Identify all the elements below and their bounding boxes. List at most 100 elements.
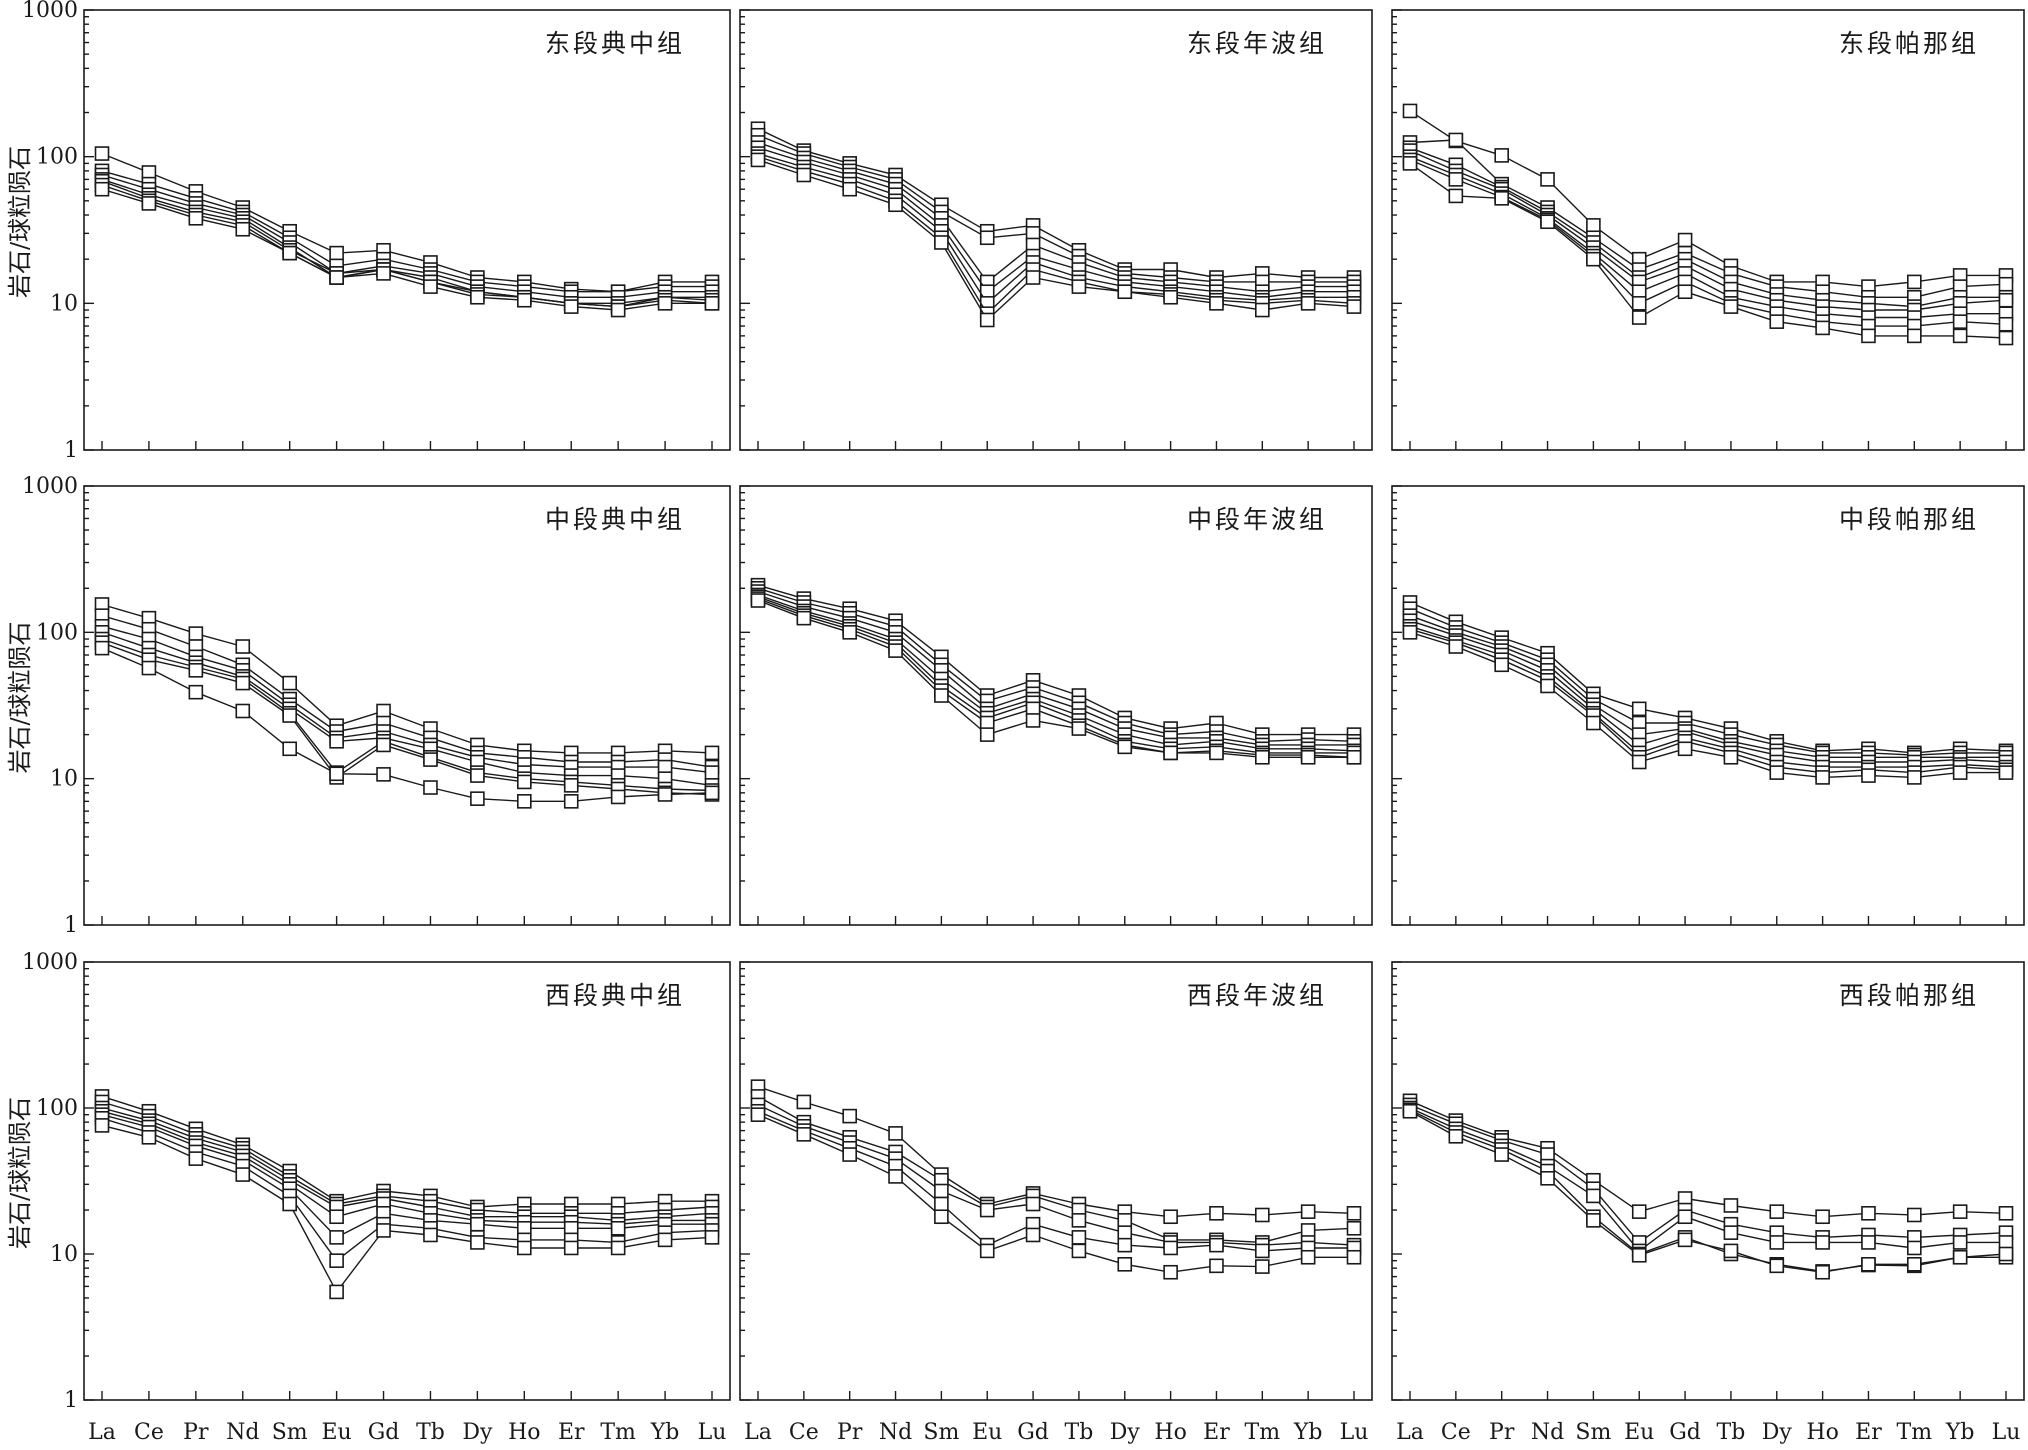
series-5 (750, 1107, 1362, 1280)
data-point (282, 245, 297, 261)
data-point (470, 1216, 485, 1232)
x-tick-label: Tm (1897, 1420, 1933, 1445)
series-line (757, 1104, 1355, 1246)
series-5 (1402, 1103, 2014, 1280)
data-point (1815, 320, 1830, 336)
data-point (979, 727, 995, 742)
series-line (1409, 159, 2007, 327)
data-point (1815, 1209, 1830, 1225)
data-point (750, 1107, 766, 1122)
data-point (1402, 103, 1418, 119)
series-line (101, 1124, 713, 1293)
data-point (235, 639, 251, 654)
data-point (1907, 328, 1922, 344)
data-point (934, 1196, 949, 1212)
series-line (101, 638, 713, 792)
series-line (1409, 615, 2006, 758)
data-point (1300, 1204, 1316, 1219)
x-tick-label: Lu (1340, 1420, 1369, 1445)
data-point (329, 1209, 344, 1225)
data-point (888, 1126, 903, 1141)
series-line (1409, 631, 2006, 779)
series-line (757, 590, 1354, 746)
x-tick-label: Ho (1806, 1420, 1838, 1445)
series-line (101, 178, 712, 304)
data-point (1998, 765, 2014, 780)
panel-6: 中段帕那组 (1391, 485, 2025, 926)
panel-title: 中段年波组 (1187, 505, 1327, 534)
data-point (141, 1129, 157, 1145)
panel-title: 中段典中组 (545, 505, 685, 534)
panel-frame (83, 9, 731, 451)
data-point (188, 663, 204, 678)
series-7 (1402, 156, 2014, 346)
data-point (423, 780, 438, 795)
data-point (376, 1223, 391, 1238)
panel-frame (739, 9, 1373, 451)
data-point (934, 688, 949, 703)
data-point (888, 1169, 903, 1184)
series-line (101, 170, 712, 293)
series-line (757, 156, 1355, 315)
panel-frame (739, 485, 1373, 926)
data-point (1117, 1213, 1133, 1228)
series-line (1409, 1107, 2006, 1252)
data-point (517, 1240, 532, 1256)
x-tick-label: Sm (1575, 1420, 1611, 1445)
y-tick-label: 1 (64, 1388, 78, 1413)
data-point (1586, 1213, 1601, 1228)
data-point (1952, 765, 1968, 780)
data-point (934, 1209, 949, 1225)
data-point (329, 1230, 344, 1245)
y-tick-label: 100 (36, 145, 78, 170)
data-point (1494, 657, 1509, 673)
data-point (1907, 770, 1922, 785)
data-point (1586, 218, 1601, 233)
panel-title: 西段典中组 (545, 981, 685, 1010)
data-point (979, 1202, 995, 1218)
data-point (470, 289, 485, 305)
x-tick-label: Nd (226, 1420, 259, 1445)
data-point (470, 1235, 485, 1250)
series-line (1409, 1110, 2007, 1273)
series-1 (1402, 103, 2014, 294)
data-point (1071, 1230, 1087, 1245)
x-tick-label: Sm (272, 1420, 308, 1445)
data-point (796, 167, 812, 183)
panel-frame (83, 485, 731, 926)
data-point (1952, 1249, 1968, 1265)
data-point (934, 1183, 949, 1199)
y-axis-label: 岩石/球粒陨石 (6, 1097, 34, 1249)
series-line (757, 1095, 1355, 1244)
data-point (1631, 754, 1647, 770)
data-point (1300, 1223, 1316, 1238)
panel-7: 1 10 100 1000 岩石/球粒陨石 La Ce Pr Nd Sm Eu Gd Tb Dy Ho Er T… (6, 950, 731, 1445)
data-point (750, 593, 766, 608)
series-line (1409, 149, 2007, 311)
data-point (1769, 1204, 1785, 1219)
data-point (1769, 1235, 1785, 1250)
series-line (101, 1107, 713, 1222)
data-point (423, 752, 438, 767)
series-line (101, 1095, 712, 1208)
data-point (1815, 1264, 1830, 1280)
data-point (1346, 749, 1362, 765)
data-point (1586, 1188, 1601, 1204)
series-line (1409, 625, 2007, 768)
x-tick-label: Ho (1154, 1420, 1186, 1445)
data-point (1723, 299, 1739, 314)
data-point (1586, 715, 1601, 731)
y-tick-label: 1000 (22, 950, 78, 975)
series-line (101, 615, 713, 768)
panel-title: 西段帕那组 (1839, 981, 1979, 1010)
data-point (141, 196, 157, 211)
y-tick-label: 1000 (22, 474, 78, 499)
y-tick-label: 10 (50, 1242, 78, 1267)
series-line (1409, 608, 2006, 756)
y-tick-label: 100 (36, 620, 78, 645)
series-line (1409, 601, 2007, 754)
data-point (94, 640, 110, 656)
data-point (1998, 276, 2014, 292)
data-point (979, 230, 995, 246)
